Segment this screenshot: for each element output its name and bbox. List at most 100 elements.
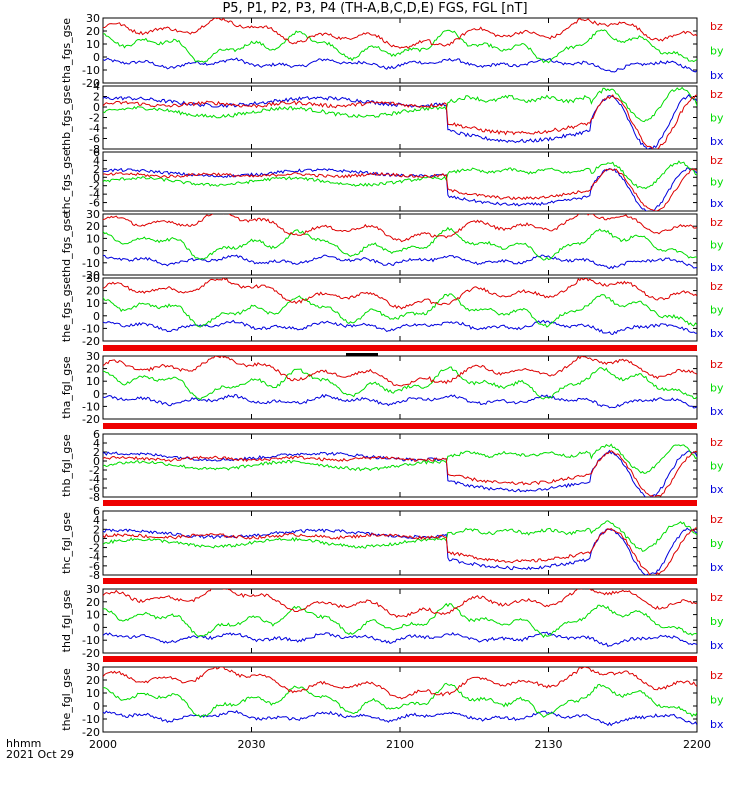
y-tick-label: -8 [89, 143, 100, 156]
legend-label-by: by [710, 694, 724, 707]
y-tick-label: -20 [82, 726, 100, 739]
series-line-by [103, 520, 697, 552]
y-tick-label: -2 [89, 542, 100, 555]
series-line-by [103, 29, 697, 64]
panel-separator-bar [103, 578, 697, 584]
legend-label-bx: bx [710, 405, 724, 418]
legend-label-bx: bx [710, 639, 724, 652]
y-tick-label: 30 [86, 12, 100, 25]
series-line-bx [103, 57, 697, 73]
y-tick-label: -10 [82, 713, 100, 726]
y-tick-label: 4 [93, 80, 100, 93]
y-tick-label: 20 [86, 596, 100, 609]
x-axis-date-label: 2021 Oct 29 [6, 748, 75, 761]
panel-frame [102, 588, 698, 654]
y-tick-label: -10 [82, 400, 100, 413]
y-tick-label: -4 [89, 122, 100, 135]
legend-label-bx: bx [710, 718, 724, 731]
panel-ylabel: thd_fgs_gse [60, 212, 73, 278]
y-tick-label: 0 [93, 245, 100, 258]
series-line-by [103, 682, 697, 718]
panel-ylabel: tha_fgl_gse [60, 356, 73, 419]
y-tick-label: -20 [82, 77, 100, 90]
y-tick-label: 20 [86, 25, 100, 38]
series-line-bz [103, 168, 697, 211]
y-tick-label: -10 [82, 322, 100, 335]
panel-ylabel: thb_fgs_gse [60, 85, 73, 151]
panel-ylabel: thc_fgl_gse [60, 512, 73, 574]
series-line-by [103, 226, 697, 261]
y-tick-label: 0 [93, 532, 100, 545]
y-tick-label: 0 [93, 621, 100, 634]
series-line-bx [103, 449, 697, 497]
legend-label-bz: bz [710, 88, 723, 101]
panel-frame [102, 85, 698, 150]
series-line-bz [103, 214, 697, 243]
series-line-bz [103, 278, 697, 310]
panel-ylabel: thd_fgl_gse [60, 589, 73, 652]
y-tick-label: 2 [93, 91, 100, 104]
y-tick-label: 30 [86, 272, 100, 285]
legend-label-bx: bx [710, 561, 724, 574]
y-tick-label: 0 [93, 310, 100, 323]
panel-separator-bar [103, 345, 697, 351]
series-line-by [103, 86, 697, 123]
y-tick-label: 2 [93, 163, 100, 176]
panel-frame [102, 17, 698, 84]
y-tick-label: -4 [89, 188, 100, 201]
legend-label-bx: bx [710, 327, 724, 340]
series-line-bx [103, 319, 697, 336]
y-tick-label: 6 [93, 146, 100, 159]
series-line-by [103, 443, 697, 474]
legend-label-bz: bz [710, 513, 723, 526]
legend-label-by: by [710, 45, 724, 58]
y-tick-label: 0 [93, 101, 100, 114]
legend-label-bz: bz [710, 216, 723, 229]
series-line-bz [103, 356, 697, 387]
series-line-by [103, 160, 697, 190]
y-tick-label: 30 [86, 350, 100, 363]
x-tick-label: 2030 [238, 738, 266, 751]
legend-label-bx: bx [710, 135, 724, 148]
legend-label-bx: bx [710, 483, 724, 496]
x-tick-label: 2000 [89, 738, 117, 751]
legend-label-by: by [710, 239, 724, 252]
chart-title: P5, P1, P2, P3, P4 (TH-A,B,C,D,E) FGS, F… [222, 1, 528, 16]
y-tick-label: 10 [86, 232, 100, 245]
panel-separator-bar [103, 423, 697, 429]
legend-label-bz: bz [710, 358, 723, 371]
y-tick-label: 2 [93, 523, 100, 536]
legend-label-by: by [710, 176, 724, 189]
series-line-bx [103, 527, 697, 575]
y-tick-label: -2 [89, 180, 100, 193]
x-axis-footer: hhmm 2021 Oct 29 [6, 738, 74, 760]
y-tick-label: 0 [93, 171, 100, 184]
legend-label-by: by [710, 537, 724, 550]
panel-ylabel: thc_fgs_gse [60, 149, 73, 214]
series-line-bz [103, 18, 697, 49]
series-line-bz [103, 450, 697, 497]
legend-label-bz: bz [710, 280, 723, 293]
y-tick-label: -6 [89, 133, 100, 146]
panel-frame [102, 213, 698, 276]
series-line-bz [103, 527, 697, 575]
series-line-bx [103, 254, 697, 270]
series-line-bx [103, 167, 697, 211]
legend-label-bx: bx [710, 261, 724, 274]
legend-label-by: by [710, 382, 724, 395]
y-tick-label: 10 [86, 687, 100, 700]
y-tick-label: 6 [93, 505, 100, 518]
x-tick-label: 2130 [535, 738, 563, 751]
y-tick-label: 4 [93, 154, 100, 167]
legend-label-bx: bx [710, 197, 724, 210]
series-line-bx [103, 631, 697, 648]
y-tick-label: 2 [93, 446, 100, 459]
legend-label-by: by [710, 304, 724, 317]
